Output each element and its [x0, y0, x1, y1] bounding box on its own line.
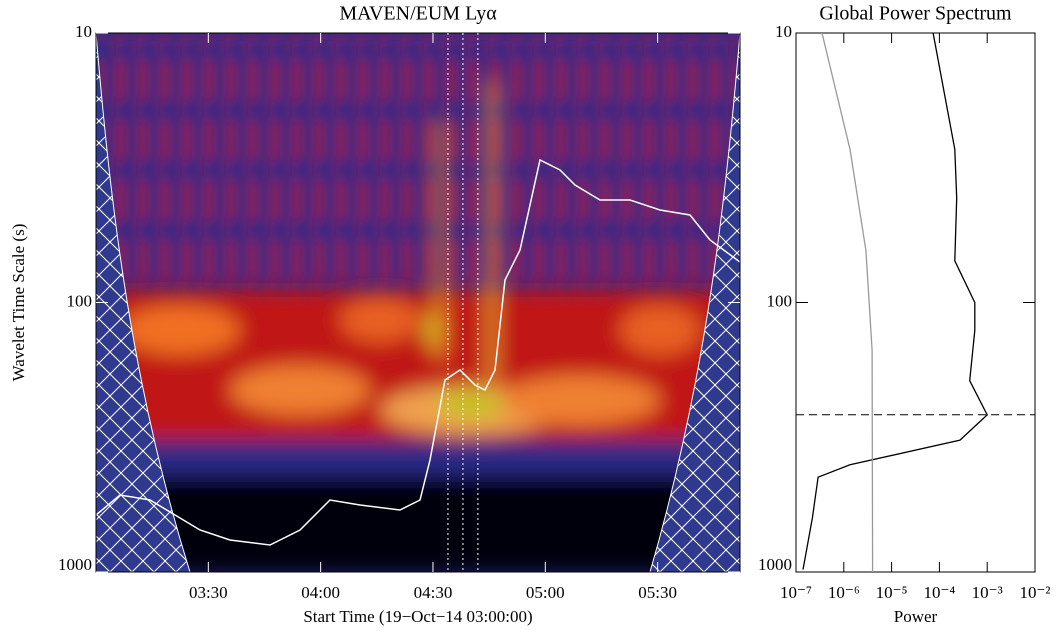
x-axis-label: Power — [894, 607, 938, 626]
x-tick-label: 03:30 — [189, 583, 228, 602]
spectrum-line — [802, 32, 989, 570]
x-tick-label: 10⁻³ — [972, 583, 1003, 602]
x-tick-label: 10⁻² — [1019, 583, 1050, 602]
x-tick-label: 10⁻⁶ — [828, 583, 860, 602]
y-tick-label: 1000 — [58, 555, 92, 574]
chart-title: MAVEN/EUM Lyα — [339, 3, 497, 25]
y-tick-label: 1000 — [758, 555, 792, 574]
y-tick-label: 100 — [767, 291, 793, 310]
x-tick-label: 10⁻⁷ — [780, 583, 812, 602]
x-tick-label: 05:00 — [526, 583, 565, 602]
x-axis-label: Start Time (19−Oct−14 03:00:00) — [303, 607, 532, 626]
x-tick-label: 04:00 — [301, 583, 340, 602]
y-tick-label: 10 — [775, 22, 792, 41]
x-tick-label: 05:30 — [638, 583, 677, 602]
y-axis-label: Wavelet Time Scale (s) — [9, 224, 28, 382]
wavelet-spectrum — [96, 33, 740, 572]
x-tick-label: 10⁻⁵ — [876, 583, 908, 602]
y-tick-label: 10 — [75, 22, 92, 41]
plot-frame — [795, 32, 1036, 573]
x-tick-label: 04:30 — [414, 583, 453, 602]
light-curve — [96, 158, 740, 546]
chart-title: Global Power Spectrum — [819, 3, 1012, 25]
y-tick-label: 100 — [67, 291, 93, 310]
spectrum-line — [821, 32, 874, 573]
x-tick-label: 10⁻⁴ — [923, 583, 955, 602]
